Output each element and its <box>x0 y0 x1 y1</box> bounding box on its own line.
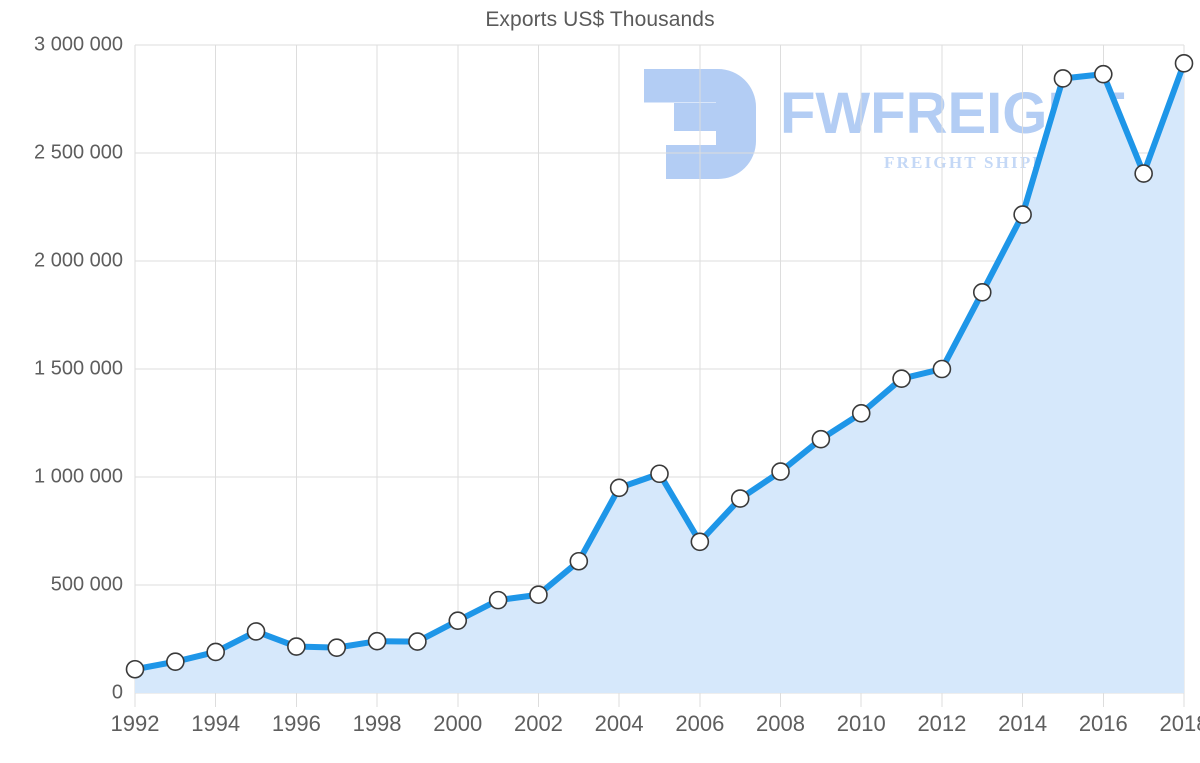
area-fill <box>135 63 1184 694</box>
data-point[interactable] <box>972 283 992 302</box>
x-axis-tick-label: 2010 <box>836 711 886 736</box>
x-axis-tick-label: 1996 <box>271 711 321 736</box>
data-point[interactable] <box>1094 64 1113 84</box>
y-axis-tick-label: 1 500 000 <box>34 357 123 380</box>
data-markers <box>125 54 1194 679</box>
x-axis-tick-label: 1992 <box>110 711 160 736</box>
x-axis-tick-label: 2014 <box>998 711 1048 736</box>
data-point[interactable] <box>488 590 508 610</box>
x-axis-tick-label: 2016 <box>1078 711 1128 736</box>
y-axis-tick-label: 500 000 <box>50 573 123 596</box>
data-point[interactable] <box>892 369 911 389</box>
data-point[interactable] <box>811 429 831 449</box>
data-point[interactable] <box>609 478 629 498</box>
chart-title: Exports US$ Thousands <box>485 8 715 31</box>
x-axis-tick-label: 1994 <box>191 711 241 736</box>
data-point[interactable] <box>287 637 306 656</box>
x-axis-tick-label: 2004 <box>594 711 644 736</box>
data-point[interactable] <box>1013 205 1032 224</box>
x-axis-tick-label: 2006 <box>675 711 725 736</box>
data-point[interactable] <box>327 638 347 657</box>
x-axis-tick-label: 2008 <box>756 711 806 736</box>
data-point[interactable] <box>1053 69 1073 88</box>
y-axis-tick-label: 3 000 000 <box>34 33 123 56</box>
data-point[interactable] <box>246 622 266 641</box>
x-axis-tick-label: 2002 <box>513 711 563 736</box>
data-point[interactable] <box>125 659 145 679</box>
y-axis-tick-label: 2 500 000 <box>34 141 123 164</box>
x-axis-tick-label: 1998 <box>352 711 402 736</box>
y-axis-tick-label: 1 000 000 <box>34 465 123 488</box>
data-point[interactable] <box>206 642 225 662</box>
data-point[interactable] <box>166 652 185 671</box>
x-axis-tick-label: 2018 <box>1159 711 1200 736</box>
data-point[interactable] <box>448 611 468 630</box>
data-point[interactable] <box>690 532 710 552</box>
y-axis-tick-label: 0 <box>111 681 123 704</box>
data-point[interactable] <box>851 403 871 423</box>
data-point[interactable] <box>650 464 669 484</box>
y-axis-tick-label: 2 000 000 <box>34 249 123 272</box>
x-axis-tick-label: 2012 <box>917 711 967 736</box>
data-point[interactable] <box>1174 54 1194 73</box>
data-point[interactable] <box>569 551 589 571</box>
data-point[interactable] <box>408 632 427 651</box>
data-point[interactable] <box>529 585 548 605</box>
data-point[interactable] <box>730 489 750 508</box>
x-axis-tick-label: 2000 <box>433 711 483 736</box>
data-point[interactable] <box>367 631 387 651</box>
data-point[interactable] <box>1134 164 1153 183</box>
data-point[interactable] <box>771 462 790 481</box>
data-point[interactable] <box>932 359 952 379</box>
